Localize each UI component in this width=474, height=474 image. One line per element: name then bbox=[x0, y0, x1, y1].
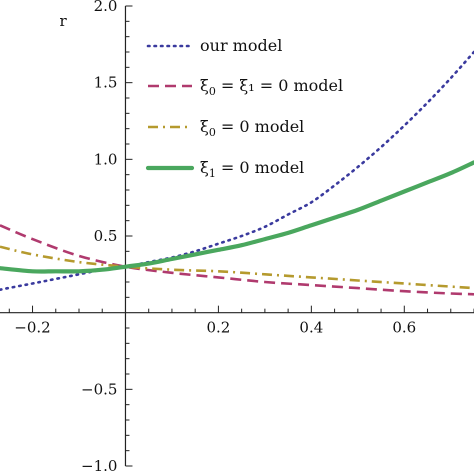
y-tick-label: 1.5 bbox=[94, 74, 118, 92]
series-line-dotted bbox=[0, 50, 474, 291]
legend-label: ξ0 = 0 model bbox=[200, 117, 304, 139]
x-tick-label: 0.6 bbox=[392, 319, 416, 337]
y-tick-label: 2.0 bbox=[94, 0, 118, 15]
x-tick-label: 0.2 bbox=[206, 319, 230, 337]
series-line-dashdot bbox=[0, 245, 474, 290]
y-tick-label: −0.5 bbox=[81, 380, 117, 398]
axes bbox=[0, 6, 474, 466]
legend: our model ξ0 = ξ₁ = 0 model ξ0 = 0 model ξ1… bbox=[145, 36, 343, 180]
y-axis-label: r bbox=[59, 12, 67, 30]
series-line-dashed bbox=[0, 224, 474, 296]
x-tick-label: −0.2 bbox=[14, 319, 50, 337]
y-tick-label: −1.0 bbox=[81, 457, 117, 474]
series-line-solid bbox=[0, 160, 474, 274]
legend-label: our model bbox=[200, 36, 282, 55]
y-tick-label: 1.0 bbox=[94, 150, 118, 168]
tick-marks: −0.2 0.2 0.4 0.6 −1.0 −0.5 0.5 1.0 1.5 2.0 r bbox=[8, 0, 474, 474]
series-lines bbox=[0, 50, 474, 296]
x-tick-label: 0.4 bbox=[299, 319, 323, 337]
legend-label: ξ0 = ξ₁ = 0 model bbox=[200, 76, 343, 98]
legend-label: ξ1 = 0 model bbox=[200, 158, 304, 180]
y-tick-label: 0.5 bbox=[94, 227, 118, 245]
